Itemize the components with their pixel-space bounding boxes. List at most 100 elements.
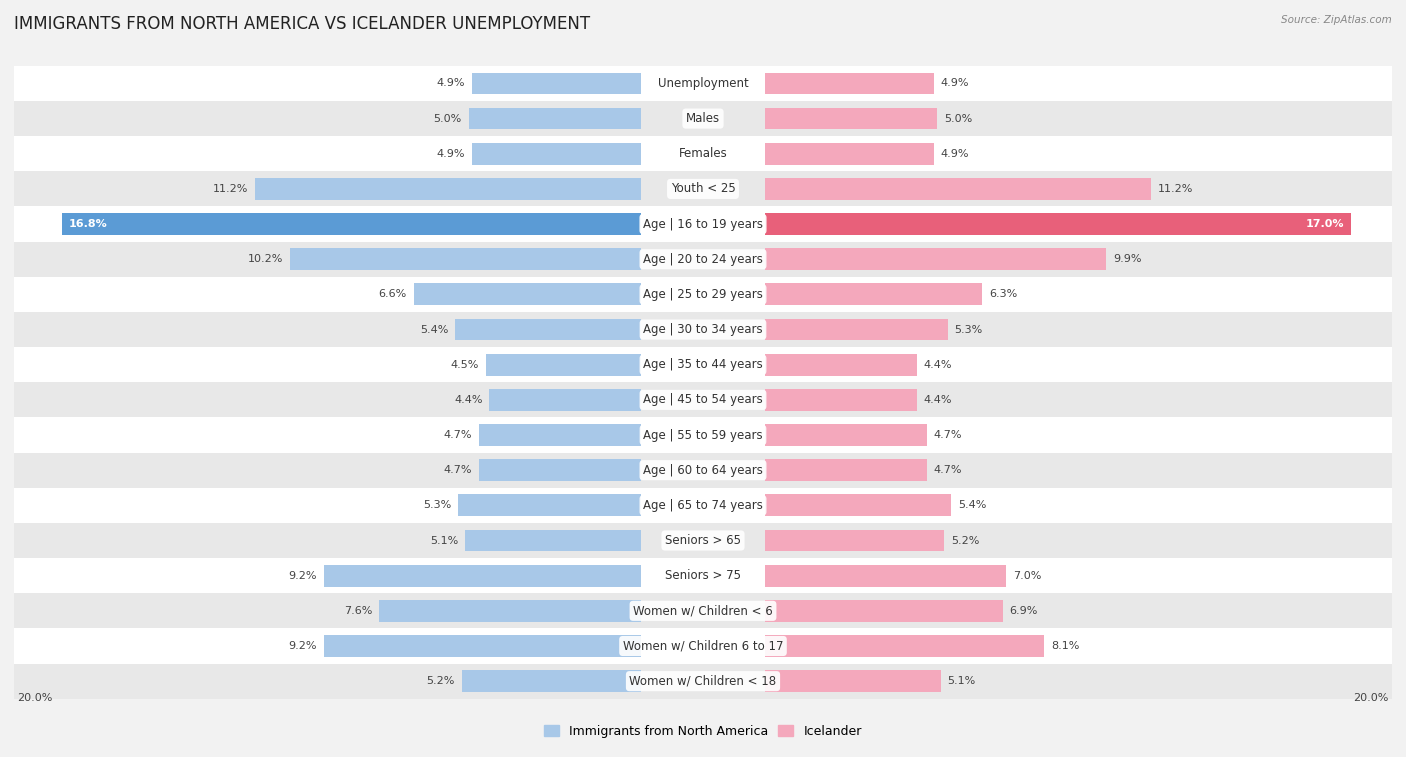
- Bar: [14, 277, 1392, 312]
- Bar: [765, 459, 927, 481]
- Bar: [479, 424, 641, 446]
- Bar: [765, 354, 917, 375]
- Text: 9.2%: 9.2%: [288, 571, 318, 581]
- Text: 5.3%: 5.3%: [955, 325, 983, 335]
- Text: 4.9%: 4.9%: [437, 79, 465, 89]
- Bar: [14, 66, 1392, 101]
- Text: IMMIGRANTS FROM NORTH AMERICA VS ICELANDER UNEMPLOYMENT: IMMIGRANTS FROM NORTH AMERICA VS ICELAND…: [14, 15, 591, 33]
- Bar: [62, 213, 641, 235]
- Text: 20.0%: 20.0%: [1353, 693, 1389, 703]
- Bar: [14, 523, 1392, 558]
- Text: 4.9%: 4.9%: [941, 79, 969, 89]
- Bar: [765, 565, 1007, 587]
- Text: Women w/ Children < 18: Women w/ Children < 18: [630, 674, 776, 687]
- Text: 6.9%: 6.9%: [1010, 606, 1038, 616]
- Bar: [765, 494, 950, 516]
- Bar: [765, 670, 941, 692]
- Text: 6.6%: 6.6%: [378, 289, 406, 299]
- Bar: [765, 178, 1150, 200]
- Bar: [14, 488, 1392, 523]
- Bar: [765, 248, 1107, 270]
- Text: 16.8%: 16.8%: [69, 219, 108, 229]
- Text: 4.7%: 4.7%: [444, 466, 472, 475]
- Bar: [765, 319, 948, 341]
- Legend: Immigrants from North America, Icelander: Immigrants from North America, Icelander: [538, 720, 868, 743]
- Text: 5.3%: 5.3%: [423, 500, 451, 510]
- Text: Age | 25 to 29 years: Age | 25 to 29 years: [643, 288, 763, 301]
- Text: 20.0%: 20.0%: [17, 693, 53, 703]
- Bar: [413, 283, 641, 305]
- Text: 5.0%: 5.0%: [433, 114, 461, 123]
- Text: 6.3%: 6.3%: [988, 289, 1017, 299]
- Text: Age | 60 to 64 years: Age | 60 to 64 years: [643, 464, 763, 477]
- Text: 4.7%: 4.7%: [934, 430, 962, 440]
- Bar: [456, 319, 641, 341]
- Text: Age | 65 to 74 years: Age | 65 to 74 years: [643, 499, 763, 512]
- Bar: [290, 248, 641, 270]
- Text: Seniors > 75: Seniors > 75: [665, 569, 741, 582]
- Bar: [458, 494, 641, 516]
- Bar: [489, 389, 641, 411]
- Text: Age | 35 to 44 years: Age | 35 to 44 years: [643, 358, 763, 371]
- Bar: [14, 558, 1392, 593]
- Bar: [461, 670, 641, 692]
- Bar: [325, 565, 641, 587]
- Text: Women w/ Children < 6: Women w/ Children < 6: [633, 604, 773, 617]
- Text: Women w/ Children 6 to 17: Women w/ Children 6 to 17: [623, 640, 783, 653]
- Text: 17.0%: 17.0%: [1305, 219, 1344, 229]
- Bar: [765, 213, 1351, 235]
- Bar: [14, 171, 1392, 207]
- Bar: [479, 459, 641, 481]
- Bar: [14, 417, 1392, 453]
- Bar: [14, 241, 1392, 277]
- Bar: [465, 530, 641, 551]
- Bar: [256, 178, 641, 200]
- Text: 9.2%: 9.2%: [288, 641, 318, 651]
- Text: 4.7%: 4.7%: [934, 466, 962, 475]
- Text: 4.4%: 4.4%: [924, 360, 952, 369]
- Text: Unemployment: Unemployment: [658, 77, 748, 90]
- Bar: [765, 424, 927, 446]
- Bar: [325, 635, 641, 657]
- Text: Youth < 25: Youth < 25: [671, 182, 735, 195]
- Text: 5.2%: 5.2%: [426, 676, 456, 686]
- Bar: [380, 600, 641, 621]
- Bar: [14, 593, 1392, 628]
- Bar: [765, 73, 934, 95]
- Bar: [14, 628, 1392, 664]
- Text: 5.2%: 5.2%: [950, 535, 980, 546]
- Text: 4.5%: 4.5%: [451, 360, 479, 369]
- Bar: [765, 635, 1045, 657]
- Text: 4.4%: 4.4%: [924, 395, 952, 405]
- Bar: [472, 143, 641, 164]
- Bar: [472, 73, 641, 95]
- Text: 4.7%: 4.7%: [444, 430, 472, 440]
- Text: Source: ZipAtlas.com: Source: ZipAtlas.com: [1281, 15, 1392, 25]
- Bar: [14, 347, 1392, 382]
- Text: Age | 20 to 24 years: Age | 20 to 24 years: [643, 253, 763, 266]
- Bar: [486, 354, 641, 375]
- Text: Age | 30 to 34 years: Age | 30 to 34 years: [643, 323, 763, 336]
- Text: 5.4%: 5.4%: [957, 500, 986, 510]
- Bar: [14, 453, 1392, 488]
- Bar: [14, 207, 1392, 241]
- Text: Seniors > 65: Seniors > 65: [665, 534, 741, 547]
- Text: 8.1%: 8.1%: [1050, 641, 1080, 651]
- Text: 10.2%: 10.2%: [247, 254, 283, 264]
- Bar: [765, 600, 1002, 621]
- Bar: [14, 312, 1392, 347]
- Text: 4.4%: 4.4%: [454, 395, 482, 405]
- Text: 4.9%: 4.9%: [941, 148, 969, 159]
- Bar: [765, 283, 981, 305]
- Bar: [14, 382, 1392, 417]
- Bar: [765, 107, 938, 129]
- Bar: [765, 389, 917, 411]
- Text: 9.9%: 9.9%: [1114, 254, 1142, 264]
- Bar: [765, 530, 945, 551]
- Text: Age | 55 to 59 years: Age | 55 to 59 years: [643, 428, 763, 441]
- Text: Females: Females: [679, 148, 727, 160]
- Bar: [765, 143, 934, 164]
- Text: Age | 45 to 54 years: Age | 45 to 54 years: [643, 394, 763, 407]
- Text: 5.4%: 5.4%: [420, 325, 449, 335]
- Text: 7.0%: 7.0%: [1012, 571, 1042, 581]
